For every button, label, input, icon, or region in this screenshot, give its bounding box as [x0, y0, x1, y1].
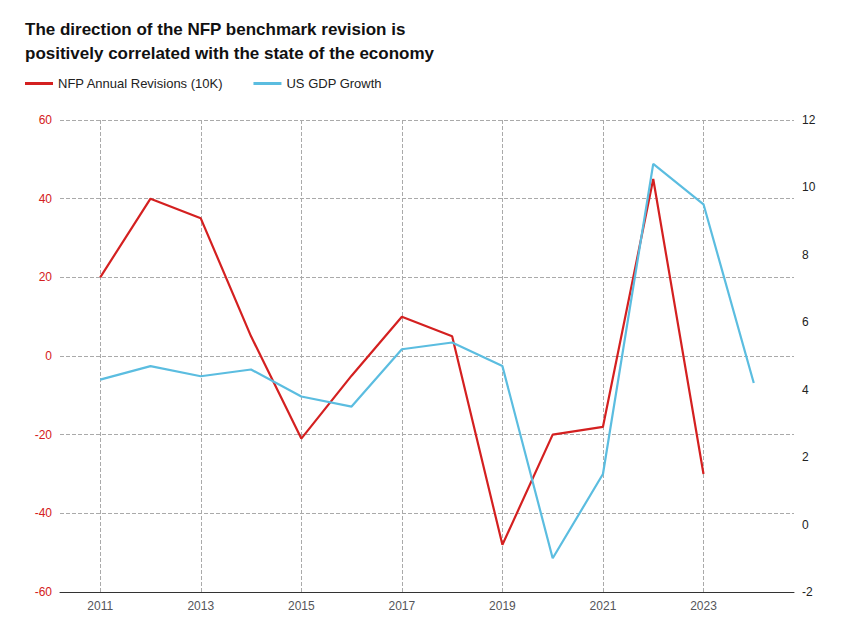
svg-text:6: 6 [802, 315, 809, 329]
svg-text:0: 0 [802, 518, 809, 532]
svg-text:10: 10 [802, 180, 816, 194]
svg-text:2019: 2019 [489, 599, 516, 613]
svg-text:60: 60 [39, 113, 53, 127]
svg-text:US GDP Growth: US GDP Growth [286, 76, 381, 91]
svg-text:positively correlated with the: positively correlated with the state of … [25, 44, 435, 63]
svg-text:2011: 2011 [87, 599, 113, 613]
svg-text:NFP Annual Revisions (10K): NFP Annual Revisions (10K) [58, 76, 223, 91]
svg-text:0: 0 [45, 349, 52, 363]
svg-text:2021: 2021 [590, 599, 617, 613]
svg-text:2: 2 [802, 450, 809, 464]
svg-text:2015: 2015 [288, 599, 315, 613]
svg-text:8: 8 [802, 248, 809, 262]
svg-text:2013: 2013 [187, 599, 214, 613]
svg-text:20: 20 [39, 270, 53, 284]
svg-text:The direction of the NFP bench: The direction of the NFP benchmark revis… [25, 20, 405, 39]
svg-text:4: 4 [802, 383, 809, 397]
svg-text:-60: -60 [35, 585, 53, 599]
svg-text:2017: 2017 [389, 599, 416, 613]
svg-text:-2: -2 [802, 585, 813, 599]
svg-text:2023: 2023 [690, 599, 717, 613]
svg-text:-20: -20 [35, 428, 53, 442]
svg-text:12: 12 [802, 113, 816, 127]
svg-text:40: 40 [39, 192, 53, 206]
svg-text:-40: -40 [35, 506, 53, 520]
